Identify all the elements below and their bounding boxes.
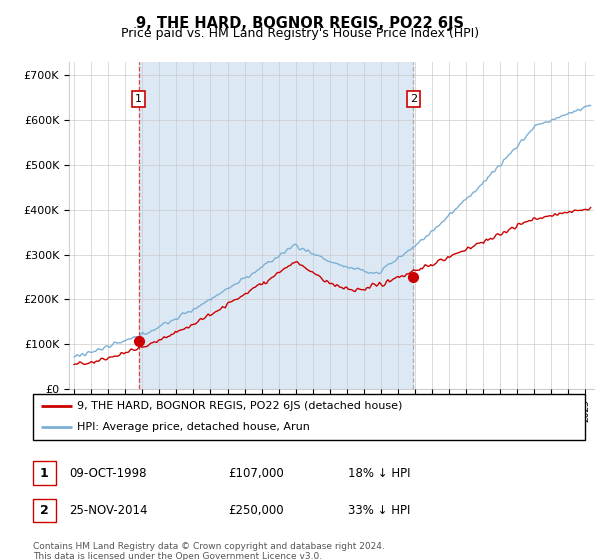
Text: 9, THE HARD, BOGNOR REGIS, PO22 6JS (detached house): 9, THE HARD, BOGNOR REGIS, PO22 6JS (det…	[77, 401, 403, 411]
Text: 2: 2	[410, 94, 417, 104]
Text: 33% ↓ HPI: 33% ↓ HPI	[348, 504, 410, 517]
Bar	[139, 62, 413, 389]
Text: Contains HM Land Registry data © Crown copyright and database right 2024.
This d: Contains HM Land Registry data © Crown c…	[33, 542, 385, 560]
Text: HPI: Average price, detached house, Arun: HPI: Average price, detached house, Arun	[77, 422, 310, 432]
Text: 2: 2	[40, 504, 49, 517]
Text: £107,000: £107,000	[228, 466, 284, 480]
Text: £250,000: £250,000	[228, 504, 284, 517]
Text: 25-NOV-2014: 25-NOV-2014	[69, 504, 148, 517]
Text: 9, THE HARD, BOGNOR REGIS, PO22 6JS: 9, THE HARD, BOGNOR REGIS, PO22 6JS	[136, 16, 464, 31]
Text: Price paid vs. HM Land Registry's House Price Index (HPI): Price paid vs. HM Land Registry's House …	[121, 27, 479, 40]
Text: 1: 1	[40, 466, 49, 480]
Text: 1: 1	[135, 94, 142, 104]
Text: 18% ↓ HPI: 18% ↓ HPI	[348, 466, 410, 480]
Text: 09-OCT-1998: 09-OCT-1998	[69, 466, 146, 480]
